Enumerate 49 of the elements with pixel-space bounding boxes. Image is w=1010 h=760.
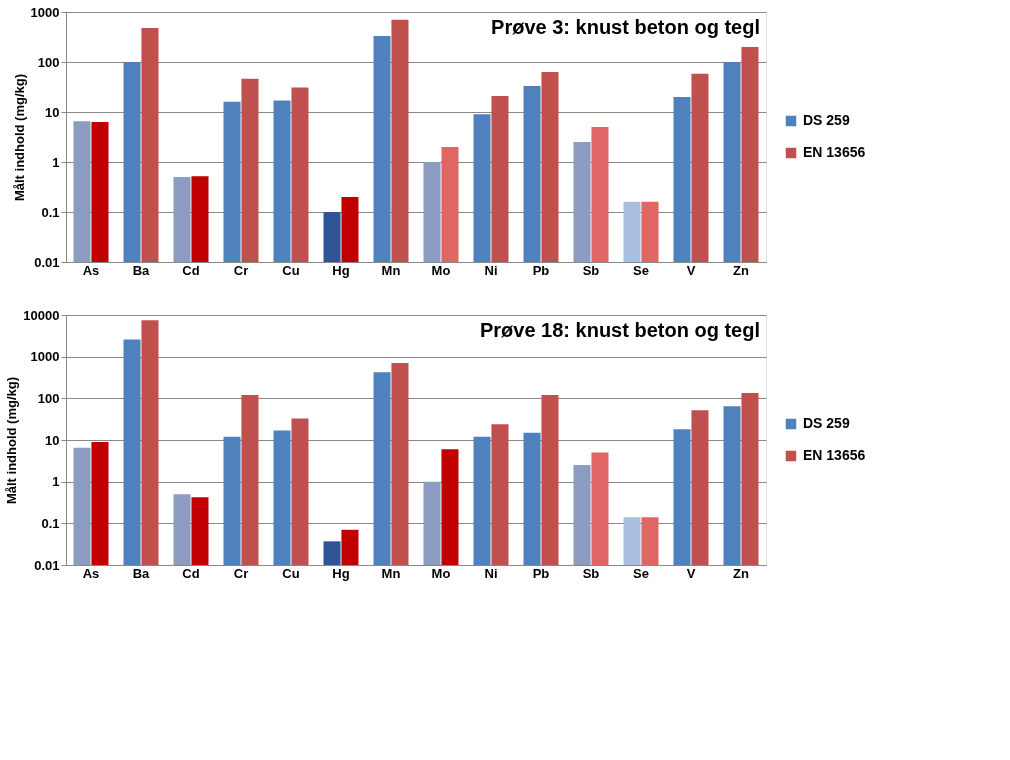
- x-tick-label: Cu: [282, 262, 300, 278]
- x-tick-label: Cu: [282, 565, 300, 581]
- y-tick-label: 100: [37, 54, 60, 70]
- x-tick-label: V: [686, 565, 696, 581]
- x-tick-label: Mo: [431, 262, 451, 278]
- legend-label: DS 259: [803, 415, 850, 431]
- x-tick-label: As: [82, 565, 100, 581]
- y-tick-label: 10000: [23, 307, 60, 323]
- y-tick-label: 10: [45, 104, 60, 120]
- x-tick-label: Cr: [233, 262, 249, 278]
- y-tick-label: 1: [52, 154, 60, 170]
- chart-title: Prøve 3: knust beton og tegl: [491, 16, 760, 38]
- legend-label: EN 13656: [803, 447, 866, 463]
- x-tick-label: Cd: [182, 262, 200, 278]
- x-tick-label: V: [686, 262, 696, 278]
- x-tick-label: Cr: [233, 565, 249, 581]
- x-tick-label: Mo: [431, 565, 451, 581]
- x-tick-label: Pb: [532, 565, 550, 581]
- y-tick-label: 1000: [30, 4, 60, 20]
- legend-label: DS 259: [803, 112, 850, 128]
- legend-label: EN 13656: [803, 144, 866, 160]
- y-axis-title: Målt indhold (mg/kg): [11, 73, 27, 202]
- x-tick-label: Ni: [484, 565, 498, 581]
- chart-title: Prøve 18: knust beton og tegl: [479, 319, 760, 341]
- x-tick-label: Ni: [484, 262, 498, 278]
- y-tick-label: 10: [45, 432, 60, 448]
- x-tick-label: Se: [633, 262, 649, 278]
- x-tick-label: Zn: [733, 262, 749, 278]
- x-tick-label: Cd: [182, 565, 200, 581]
- y-tick-label: 0.01: [34, 254, 60, 270]
- y-tick-label: 1: [52, 474, 60, 490]
- y-tick-label: 0.1: [41, 204, 60, 220]
- y-tick-label: 1000: [30, 349, 60, 365]
- x-tick-label: Sb: [582, 565, 600, 581]
- x-tick-label: As: [82, 262, 100, 278]
- x-tick-label: Mn: [381, 565, 401, 581]
- x-tick-label: Mn: [381, 262, 401, 278]
- y-tick-label: 0.01: [34, 557, 60, 573]
- x-tick-label: Ba: [132, 262, 151, 278]
- x-tick-label: Hg: [332, 262, 350, 278]
- y-tick-label: 0.1: [41, 515, 60, 531]
- x-tick-label: Sb: [582, 262, 600, 278]
- y-tick-label: 100: [37, 390, 60, 406]
- x-tick-label: Pb: [532, 262, 550, 278]
- x-tick-label: Ba: [132, 565, 151, 581]
- x-tick-label: Se: [633, 565, 649, 581]
- x-tick-label: Zn: [733, 565, 749, 581]
- x-tick-label: Hg: [332, 565, 350, 581]
- y-axis-title: Målt indhold (mg/kg): [4, 376, 20, 505]
